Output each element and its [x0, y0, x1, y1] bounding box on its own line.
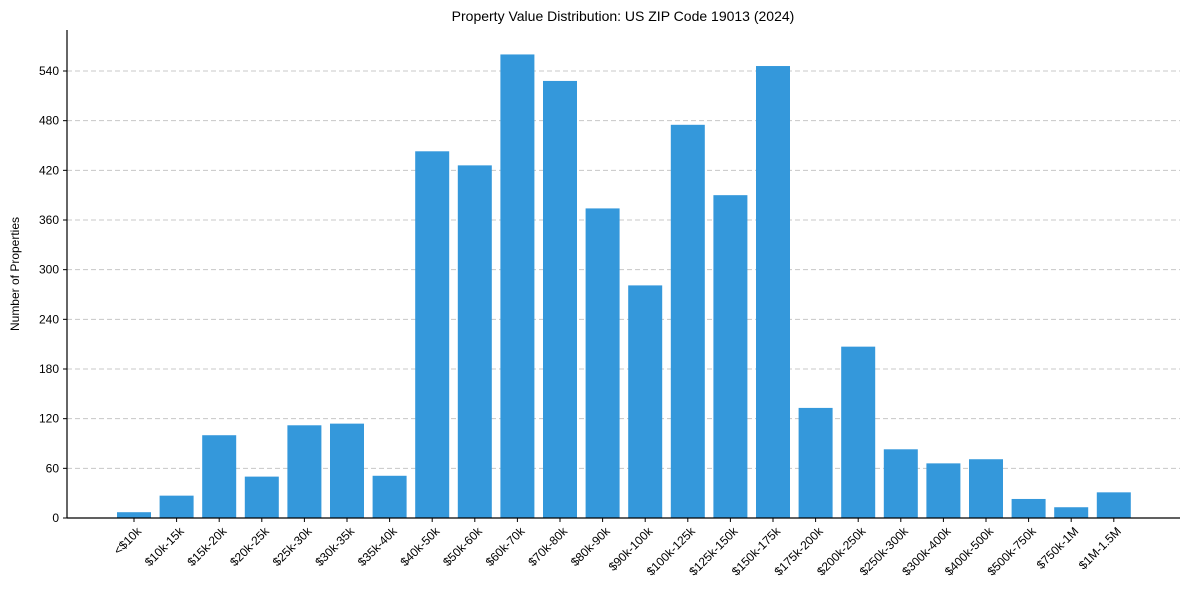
y-tick-label: 120 — [39, 412, 59, 426]
bar — [457, 165, 492, 518]
x-tick-label: <$10k — [111, 524, 145, 558]
bar — [628, 285, 663, 518]
bar — [287, 425, 322, 518]
x-tick-label: $60k-70k — [483, 524, 529, 570]
bar — [1096, 492, 1131, 518]
y-tick-label: 360 — [39, 213, 59, 227]
x-tick-label: $50k-60k — [440, 524, 486, 570]
x-tick-label: $20k-25k — [227, 524, 273, 570]
y-tick-label: 300 — [39, 263, 59, 277]
bar — [1054, 507, 1089, 518]
x-tick-label: $70k-80k — [525, 524, 571, 570]
bars — [117, 54, 1131, 519]
gridlines — [67, 70, 1180, 469]
bar — [202, 435, 237, 518]
x-tick-label: $750k-1M — [1034, 524, 1082, 572]
bar — [543, 80, 577, 518]
y-tick-label: 180 — [39, 362, 59, 376]
bar — [670, 124, 705, 519]
bar — [926, 463, 961, 518]
bar — [244, 476, 279, 518]
y-axis: 0 60 120 180 240 300 360 420 480 540 — [39, 30, 68, 525]
x-tick-label: $10k-15k — [142, 524, 188, 570]
bar — [500, 54, 535, 518]
bar — [969, 459, 1003, 518]
bar — [713, 195, 748, 518]
bar — [372, 475, 407, 518]
bar — [841, 346, 876, 518]
x-tick-label: $35k-40k — [355, 524, 401, 570]
bar — [117, 512, 151, 518]
x-axis: <$10k$10k-15k$15k-20k$20k-25k$25k-30k$30… — [67, 517, 1180, 578]
bar — [1011, 498, 1046, 518]
y-tick-label: 240 — [39, 312, 59, 326]
bar — [798, 407, 833, 518]
bar — [330, 423, 364, 518]
x-tick-label: $15k-20k — [185, 524, 231, 570]
y-tick-label: 540 — [39, 64, 59, 78]
bar — [883, 449, 918, 518]
chart-title: Property Value Distribution: US ZIP Code… — [451, 8, 795, 24]
x-tick-label: $25k-30k — [270, 524, 316, 570]
bar — [415, 151, 450, 519]
x-tick-label: $40k-50k — [398, 524, 444, 570]
y-tick-label: 60 — [46, 461, 60, 475]
bar — [159, 495, 194, 518]
y-tick-label: 0 — [52, 511, 59, 525]
x-tick-label: $1M-1.5M — [1076, 524, 1124, 572]
y-tick-label: 420 — [39, 163, 59, 177]
bar — [756, 66, 790, 519]
x-tick-label: $30k-35k — [312, 524, 358, 570]
y-tick-label: 480 — [39, 114, 59, 128]
bar — [585, 208, 620, 518]
